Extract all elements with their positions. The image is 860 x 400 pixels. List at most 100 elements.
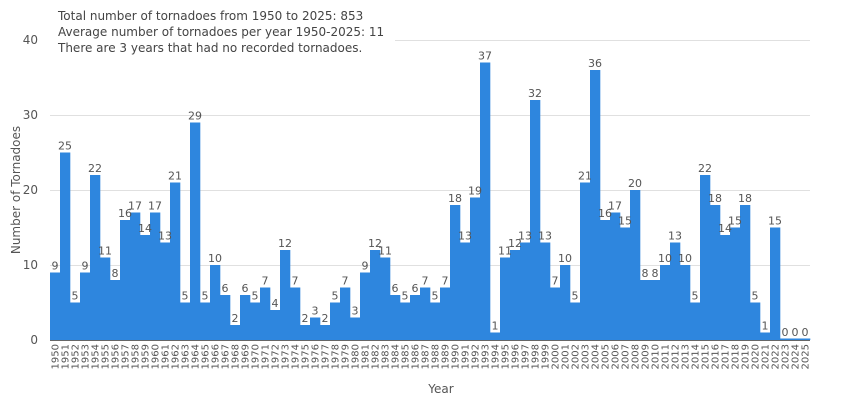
x-tick-label: 1993	[481, 344, 492, 369]
data-label: 9	[82, 260, 89, 273]
x-tick-label: 1996	[511, 344, 522, 369]
data-label: 5	[432, 290, 439, 303]
bar-1976	[310, 317, 321, 340]
data-label: 17	[148, 200, 162, 213]
x-tick-label: 2003	[581, 344, 592, 369]
x-tick-label: 1992	[471, 344, 482, 369]
data-label: 10	[658, 252, 672, 265]
data-label: 5	[692, 290, 699, 303]
bar-1971	[260, 287, 271, 340]
x-tick-label: 1970	[251, 344, 262, 369]
bar-1972	[270, 310, 281, 340]
x-tick-label: 2014	[691, 344, 702, 369]
bar-2008	[630, 190, 641, 340]
x-tick-label: 1959	[141, 344, 152, 369]
x-tick-label: 1975	[301, 344, 312, 369]
x-tick-label: 1981	[361, 344, 372, 369]
x-tick-label: 1953	[81, 344, 92, 369]
data-label: 4	[272, 297, 279, 310]
data-label: 7	[292, 275, 299, 288]
data-label: 5	[252, 290, 259, 303]
bar-2005	[600, 220, 611, 340]
bar-1961	[160, 242, 171, 340]
x-tick-label: 1968	[231, 344, 242, 369]
bar-1979	[340, 287, 351, 340]
data-label: 15	[768, 215, 782, 228]
x-tick-label: 1951	[61, 344, 72, 369]
x-tick-label: 1962	[171, 344, 182, 369]
x-tick-label: 2023	[781, 344, 792, 369]
data-label: 11	[378, 245, 392, 258]
data-label: 7	[552, 275, 559, 288]
bar-1988	[430, 302, 441, 340]
bar-2020	[750, 302, 761, 340]
bar-1965	[200, 302, 211, 340]
data-label: 16	[118, 207, 132, 220]
x-tick-label: 2008	[631, 344, 642, 369]
data-label: 5	[752, 290, 759, 303]
x-tick-label: 1952	[71, 344, 82, 369]
x-tick-label: 2012	[671, 344, 682, 369]
bar-1997	[520, 242, 531, 340]
y-axis-label: Number of Tornadoes	[9, 126, 23, 254]
data-label: 5	[572, 290, 579, 303]
x-tick-label: 2001	[561, 344, 572, 369]
annotation-box	[50, 4, 395, 60]
data-label: 5	[202, 290, 209, 303]
data-label: 7	[262, 275, 269, 288]
bar-1970	[250, 302, 261, 340]
x-tick-label: 1986	[411, 344, 422, 369]
data-label: 7	[442, 275, 449, 288]
data-label: 5	[332, 290, 339, 303]
data-label: 5	[72, 290, 79, 303]
data-label: 0	[802, 326, 809, 339]
data-label: 10	[558, 252, 572, 265]
bar-2023	[780, 338, 791, 340]
bar-1991	[460, 242, 471, 340]
x-tick-label: 1960	[151, 344, 162, 369]
bar-2024	[790, 338, 801, 340]
x-tick-label: 2024	[791, 344, 802, 369]
x-tick-label: 1954	[91, 344, 102, 369]
data-label: 15	[728, 215, 742, 228]
bar-2000	[550, 287, 561, 340]
x-tick-label: 1980	[351, 344, 362, 369]
data-label: 14	[718, 222, 732, 235]
data-label: 13	[668, 230, 682, 243]
x-tick-label: 1985	[401, 344, 412, 369]
x-axis-label: Year	[427, 382, 453, 396]
x-tick-label: 1963	[181, 344, 192, 369]
bar-1973	[280, 250, 291, 340]
bar-2002	[570, 302, 581, 340]
x-tick-label: 1961	[161, 344, 172, 369]
bar-1959	[140, 235, 151, 340]
data-label: 29	[188, 110, 202, 123]
data-label: 11	[98, 245, 112, 258]
data-label: 37	[478, 50, 492, 63]
x-tick-label: 1973	[281, 344, 292, 369]
x-tick-label: 2011	[661, 344, 672, 369]
data-label: 18	[738, 192, 752, 205]
bar-2011	[660, 265, 671, 340]
data-label: 15	[618, 215, 632, 228]
x-tick-label: 1987	[421, 344, 432, 369]
data-label: 12	[278, 237, 292, 250]
data-label: 12	[368, 237, 382, 250]
x-tick-label: 2019	[741, 344, 752, 369]
bar-2018	[730, 227, 741, 340]
x-axis-ticks: 1950 1951 1952 1953 1954 1955 1956 1957 1958 1959…	[51, 344, 812, 369]
bar-1990	[450, 205, 461, 340]
data-label: 1	[762, 320, 769, 333]
y-tick-label: 40	[23, 33, 38, 47]
x-tick-label: 2022	[771, 344, 782, 369]
x-tick-label: 2020	[751, 344, 762, 369]
x-tick-label: 2004	[591, 344, 602, 369]
x-tick-label: 2021	[761, 344, 772, 369]
bar-1999	[540, 242, 551, 340]
x-tick-label: 2013	[681, 344, 692, 369]
data-label: 10	[208, 252, 222, 265]
data-label: 36	[588, 57, 602, 70]
bar-2025	[800, 338, 811, 340]
bar-2009	[640, 280, 651, 340]
bar-1982	[370, 250, 381, 340]
